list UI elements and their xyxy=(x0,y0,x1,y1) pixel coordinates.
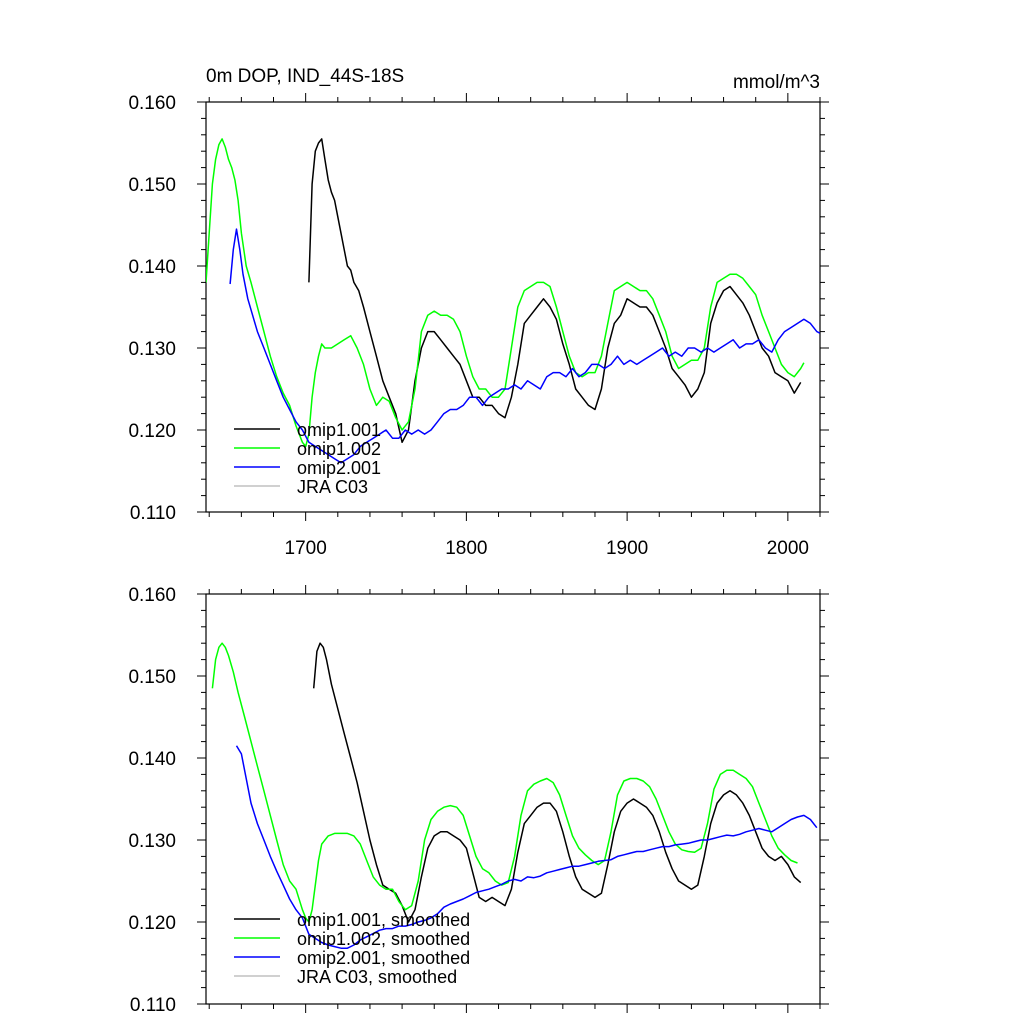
top-panel: 1700 1800 1900 2000 0.110 0.120 0.130 0.140 0.15… xyxy=(128,66,829,559)
series-line-omip1-001 xyxy=(308,138,802,444)
series-line-omip1-002 xyxy=(206,138,805,448)
legend-label: omip1.001, smoothed xyxy=(297,910,470,930)
legend-label: JRA C03, smoothed xyxy=(297,967,457,987)
y-tick-label: 0.130 xyxy=(128,831,176,852)
legend-label: omip1.001 xyxy=(297,420,381,440)
x-tick-label: 1700 xyxy=(285,538,327,559)
legend-label: omip1.002, smoothed xyxy=(297,929,470,949)
bottom-panel: 0.110 0.120 0.130 0.140 0.150 0.160 omip1.001,… xyxy=(128,585,829,1016)
plot-frame xyxy=(205,593,821,1005)
x-tick-label: 2000 xyxy=(767,538,809,559)
y-tick-label: 0.140 xyxy=(128,749,176,770)
plot-frame xyxy=(205,101,821,513)
series-line-omip1-001-smoothed xyxy=(312,642,802,923)
legend-label: omip1.002 xyxy=(297,439,381,459)
series-group xyxy=(206,138,820,464)
y-tick-label: 0.120 xyxy=(128,913,176,934)
x-tick-label: 1800 xyxy=(445,538,487,559)
legend-label: omip2.001 xyxy=(297,458,381,478)
y-tick-label: 0.160 xyxy=(128,585,176,606)
y-tick-label: 0.110 xyxy=(130,995,176,1016)
y-tick-label: 0.150 xyxy=(128,175,176,196)
chart-title: 0m DOP, IND_44S-18S xyxy=(206,66,404,87)
series-line-omip2-001-smoothed xyxy=(235,745,818,949)
series-line-omip1-002-smoothed xyxy=(211,642,798,923)
y-tick-label: 0.120 xyxy=(128,421,176,442)
series-group xyxy=(211,642,818,949)
series-line-omip2-001 xyxy=(229,228,820,464)
y-tick-label: 0.130 xyxy=(128,339,176,360)
y-tick-label: 0.110 xyxy=(130,503,176,524)
y-tick-label: 0.160 xyxy=(128,93,176,114)
units-label: mmol/m^3 xyxy=(733,72,820,93)
x-tick-label: 1900 xyxy=(606,538,648,559)
legend-label: JRA C03 xyxy=(297,477,368,497)
legend-label: omip2.001, smoothed xyxy=(297,948,470,968)
y-tick-label: 0.140 xyxy=(128,257,176,278)
y-tick-label: 0.150 xyxy=(128,667,176,688)
